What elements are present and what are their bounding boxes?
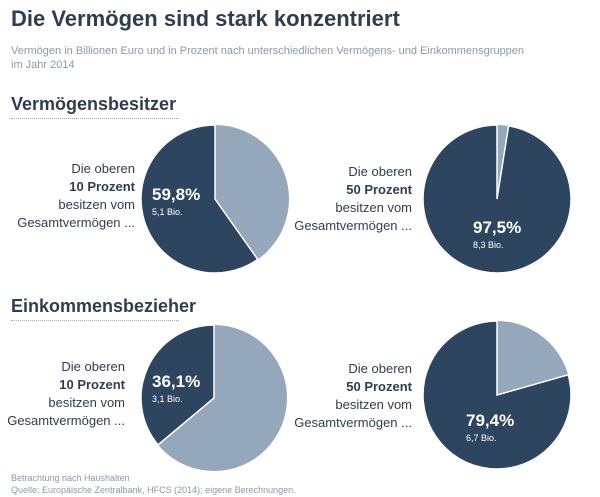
desc-line: Die oberen — [348, 164, 412, 179]
desc-line: Die oberen — [61, 359, 125, 374]
desc-group: 50 Prozent — [346, 379, 412, 394]
pie-value-label: 36,1% — [152, 372, 201, 391]
desc-group: 10 Prozent — [59, 377, 125, 392]
pie-chart-vermoegen-top10 — [140, 124, 289, 274]
desc-vermoegen-top50: Die oberen 50 Prozent besitzen vom Gesam… — [294, 163, 412, 235]
pie-slice-share — [140, 124, 259, 274]
subtitle-line-2: im Jahr 2014 — [11, 59, 75, 71]
desc-line: besitzen vom — [48, 395, 125, 410]
pie-slice-share — [140, 324, 215, 446]
pie-slice-share — [422, 124, 572, 274]
desc-einkommen-top50: Die oberen 50 Prozent besitzen vom Gesam… — [294, 360, 412, 432]
desc-line: besitzen vom — [58, 197, 135, 212]
section-title-einkommensbezieher: Einkommensbezieher — [11, 296, 196, 321]
section-title-vermoegensbesitzer: Vermögensbesitzer — [11, 94, 179, 119]
pie-sub-label: 6,7 Bio. — [466, 433, 497, 443]
pie-sub-label: 3,1 Bio. — [152, 394, 183, 404]
pie-chart-einkommen-top50 — [422, 320, 572, 470]
desc-line: Die oberen — [348, 361, 412, 376]
desc-line: Gesamtvermögen ... — [7, 413, 125, 428]
pie-value-label: 79,4% — [466, 411, 515, 430]
pie-chart-einkommen-top10 — [140, 324, 287, 471]
pie-value-label: 59,8% — [152, 185, 201, 204]
desc-line: besitzen vom — [335, 200, 412, 215]
footer-line-1: Betrachtung nach Haushalten — [11, 473, 130, 483]
pie-slice-share — [422, 320, 572, 470]
pie-chart-vermoegen-top50 — [422, 124, 572, 274]
desc-einkommen-top10: Die oberen 10 Prozent besitzen vom Gesam… — [7, 358, 125, 430]
desc-group: 50 Prozent — [346, 182, 412, 197]
pie-sub-label: 5,1 Bio. — [152, 207, 183, 217]
desc-group: 10 Prozent — [69, 179, 135, 194]
desc-line: Gesamtvermögen ... — [294, 415, 412, 430]
desc-line: Die oberen — [71, 161, 135, 176]
chart-subtitle: Vermögen in Billionen Euro und in Prozen… — [11, 44, 571, 72]
chart-title: Die Vermögen sind stark konzentriert — [11, 6, 400, 31]
desc-line: besitzen vom — [335, 397, 412, 412]
desc-line: Gesamtvermögen ... — [294, 218, 412, 233]
pie-sub-label: 8,3 Bio. — [473, 240, 504, 250]
footer-note: Betrachtung nach Haushalten Quelle: Euro… — [11, 472, 296, 496]
footer-line-2: Quelle: Europäische Zentralbank, HFCS (2… — [11, 485, 296, 495]
pie-value-label: 97,5% — [473, 218, 522, 237]
desc-line: Gesamtvermögen ... — [17, 215, 135, 230]
desc-vermoegen-top10: Die oberen 10 Prozent besitzen vom Gesam… — [17, 160, 135, 232]
subtitle-line-1: Vermögen in Billionen Euro und in Prozen… — [11, 45, 525, 57]
